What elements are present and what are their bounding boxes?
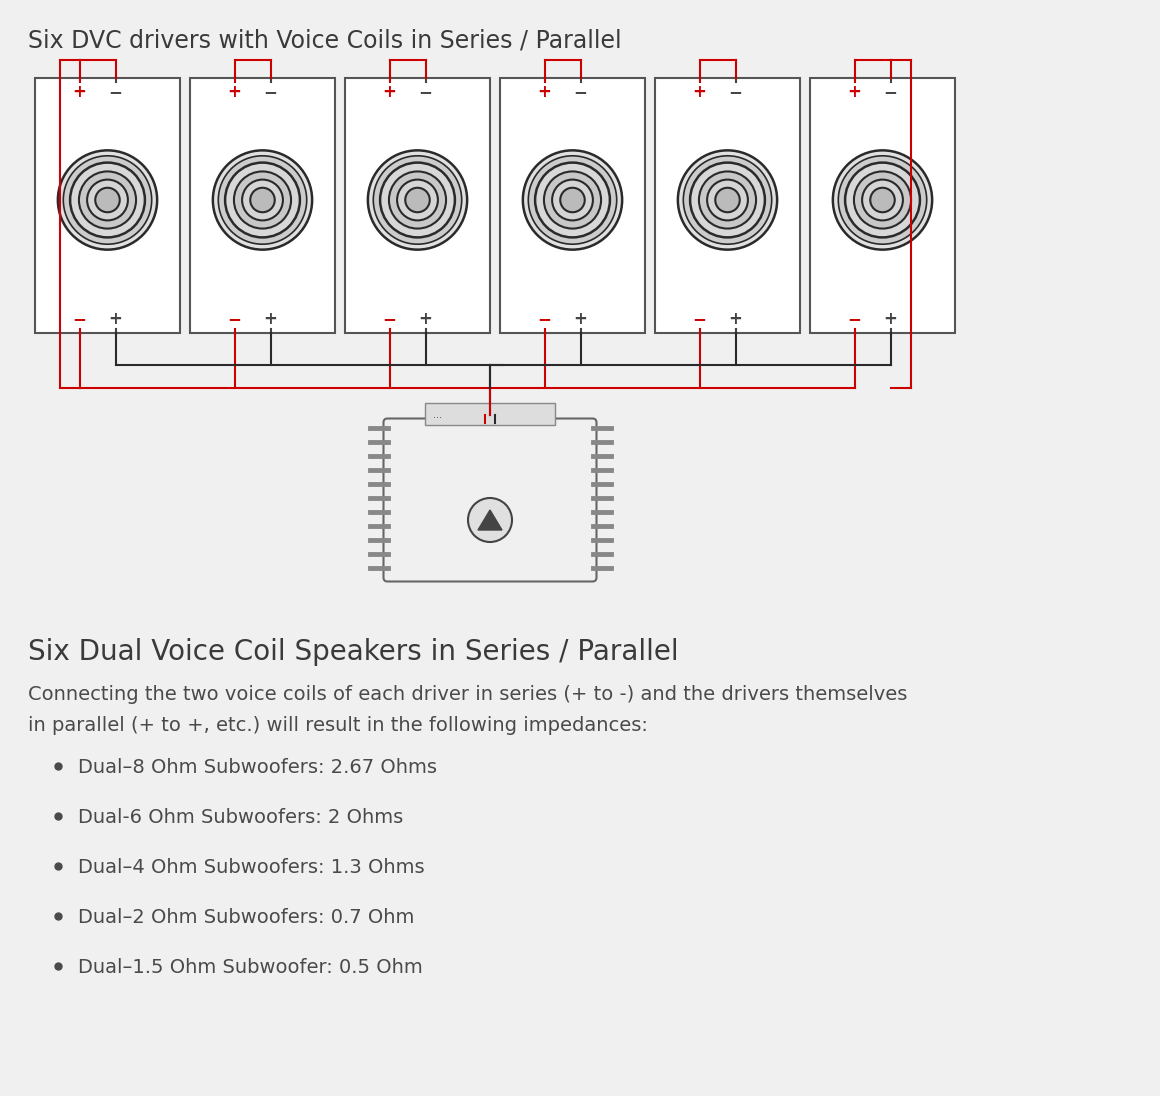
Text: +: + [73,83,87,101]
Circle shape [58,150,157,250]
Text: −: − [848,310,862,328]
Bar [810,78,955,333]
Text: −: − [419,83,433,101]
Circle shape [368,150,467,250]
Text: −: − [573,83,587,101]
Text: +: + [109,310,123,328]
Bar [425,402,554,424]
Polygon shape [478,510,502,530]
Text: −: − [693,310,706,328]
Circle shape [523,150,622,250]
Circle shape [870,187,894,213]
Text: −: − [73,310,87,328]
Text: in parallel (+ to +, etc.) will result in the following impedances:: in parallel (+ to +, etc.) will result i… [28,716,648,735]
Circle shape [854,171,911,229]
Bar [500,78,645,333]
Circle shape [677,150,777,250]
Circle shape [251,187,275,213]
Circle shape [862,180,902,220]
Circle shape [716,187,740,213]
Text: −: − [537,310,551,328]
Circle shape [405,187,429,213]
Text: Dual–2 Ohm Subwoofers: 0.7 Ohm: Dual–2 Ohm Subwoofers: 0.7 Ohm [78,907,414,927]
Circle shape [846,162,920,238]
Text: Connecting the two voice coils of each driver in series (+ to -) and the drivers: Connecting the two voice coils of each d… [28,685,907,704]
Bar [190,78,335,333]
Circle shape [70,162,145,238]
Circle shape [380,162,455,238]
Circle shape [467,498,512,543]
Circle shape [213,150,312,250]
Text: +: + [383,83,397,101]
Circle shape [544,171,601,229]
Text: +: + [848,83,862,101]
Text: −: − [109,83,123,101]
Text: +: + [227,83,241,101]
Bar [345,78,490,333]
Circle shape [535,162,610,238]
Circle shape [95,187,119,213]
Circle shape [552,180,593,220]
Circle shape [528,156,617,244]
Text: +: + [419,310,433,328]
Circle shape [389,171,447,229]
Circle shape [374,156,462,244]
Circle shape [225,162,300,238]
Text: −: − [728,83,742,101]
Circle shape [87,180,128,220]
Text: +: + [263,310,277,328]
Circle shape [699,171,756,229]
Text: Dual-6 Ohm Subwoofers: 2 Ohms: Dual-6 Ohm Subwoofers: 2 Ohms [78,808,404,827]
Text: ...: ... [433,411,442,421]
Text: −: − [383,310,397,328]
Text: +: + [537,83,551,101]
Text: −: − [227,310,241,328]
Text: Dual–1.5 Ohm Subwoofer: 0.5 Ohm: Dual–1.5 Ohm Subwoofer: 0.5 Ohm [78,958,422,977]
Circle shape [690,162,764,238]
Text: −: − [263,83,277,101]
Bar [35,78,180,333]
Circle shape [708,180,748,220]
Text: Dual–4 Ohm Subwoofers: 1.3 Ohms: Dual–4 Ohm Subwoofers: 1.3 Ohms [78,858,425,877]
Circle shape [560,187,585,213]
Circle shape [397,180,438,220]
Text: Six Dual Voice Coil Speakers in Series / Parallel: Six Dual Voice Coil Speakers in Series /… [28,638,679,666]
Text: −: − [884,83,898,101]
Text: Dual–8 Ohm Subwoofers: 2.67 Ohms: Dual–8 Ohm Subwoofers: 2.67 Ohms [78,758,437,777]
Circle shape [242,180,283,220]
Circle shape [234,171,291,229]
Text: +: + [728,310,742,328]
FancyBboxPatch shape [384,419,596,582]
Circle shape [683,156,771,244]
Circle shape [833,150,933,250]
Text: Six DVC drivers with Voice Coils in Series / Parallel: Six DVC drivers with Voice Coils in Seri… [28,28,622,52]
Bar [655,78,800,333]
Circle shape [218,156,306,244]
Text: +: + [693,83,706,101]
Circle shape [79,171,136,229]
Circle shape [839,156,927,244]
Text: +: + [884,310,898,328]
Circle shape [64,156,152,244]
Text: +: + [573,310,587,328]
